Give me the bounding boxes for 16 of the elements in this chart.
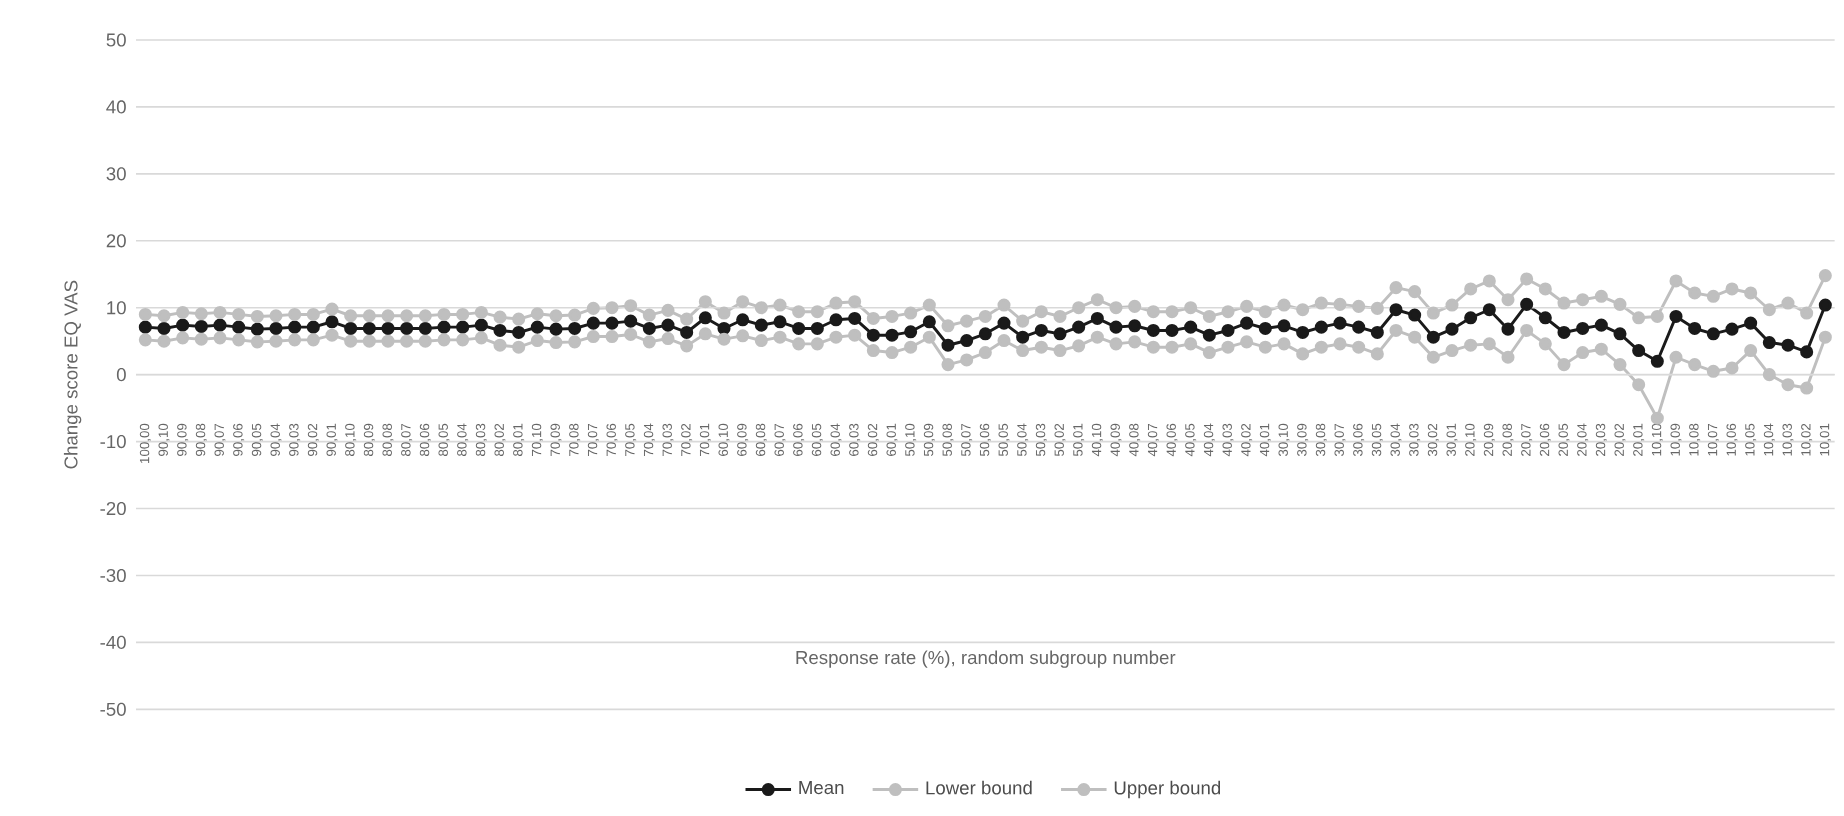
x-axis-title: Response rate (%), random subgroup number [796,650,1176,668]
y-axis-title: Change score EQ VAS [63,280,82,469]
y-tick-label: 30 [106,167,126,181]
legend-label: Upper bound [1114,780,1221,799]
y-tick-label: -20 [100,501,126,516]
legend-label: Mean [799,781,844,795]
y-tick-label: -40 [100,635,126,649]
y-tick-label: -10 [100,435,126,449]
y-tick-label: 40 [106,100,126,114]
y-tick-label: 0 [116,368,126,382]
legend-label: Lower bound [926,780,1032,795]
y-tick-label: 10 [107,301,126,315]
y-tick-label: -30 [100,568,126,583]
y-tick-label: -50 [100,702,126,716]
y-tick-label: 20 [106,234,126,248]
y-tick-label: 50 [106,33,126,47]
